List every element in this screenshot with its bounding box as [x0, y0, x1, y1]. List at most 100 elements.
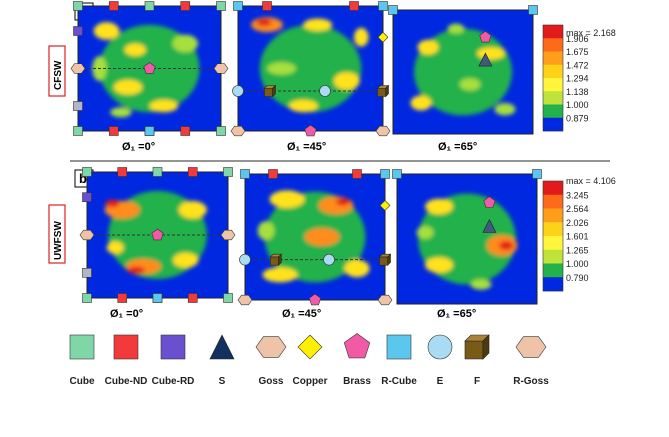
intensity-contour — [93, 22, 120, 40]
panel-letter: b — [79, 171, 87, 186]
scale-swatch — [543, 91, 563, 105]
scale-level-label: 1.138 — [566, 87, 589, 97]
odf-frame — [392, 9, 534, 135]
odf-section-2 — [230, 1, 391, 137]
intensity-contour — [494, 103, 516, 116]
intensity-contour — [477, 47, 505, 60]
odf-contours — [410, 23, 516, 116]
scale-swatch — [543, 277, 563, 292]
legend-label: Cube — [70, 376, 95, 387]
r-cube-marker — [378, 1, 388, 11]
cube-side — [387, 253, 391, 266]
copper-marker — [377, 31, 389, 43]
odf-section-3 — [392, 169, 542, 305]
intensity-contour — [149, 99, 179, 113]
goss-marker — [220, 229, 236, 241]
cube-marker — [82, 167, 92, 177]
scale-level-label: 1.675 — [566, 47, 589, 57]
brass-marker — [304, 124, 317, 137]
legend-label: Cube-ND — [105, 376, 148, 387]
s-marker — [478, 52, 493, 67]
scale-level-label: 2.026 — [566, 218, 589, 228]
intensity-contour — [256, 18, 272, 26]
angle-label: Ø₁ =45° — [282, 308, 321, 320]
intensity-contour — [303, 18, 333, 31]
intensity-contour — [124, 43, 146, 56]
scale-frame — [542, 180, 564, 292]
intensity-contour — [105, 199, 120, 208]
e-marker — [239, 253, 251, 266]
scale-swatch — [543, 194, 563, 209]
scale-level-label: 1.294 — [566, 74, 589, 84]
intensity-contour — [410, 95, 432, 111]
side-label-box — [48, 45, 66, 97]
intensity-contour — [113, 79, 143, 95]
scale-level-label: 1.000 — [566, 100, 589, 110]
cube-front — [377, 87, 387, 97]
scale-max-label: max = 2.168 — [566, 28, 616, 38]
e-marker — [232, 85, 244, 97]
scale-swatch — [543, 104, 563, 119]
scale-level-label: 1.000 — [566, 259, 589, 269]
angle-label: Ø₁ =45° — [287, 141, 326, 153]
s-triangle-icon — [209, 334, 235, 360]
angle-label: Ø₁ =65° — [437, 308, 476, 320]
f-marker — [263, 84, 277, 98]
brass-marker — [151, 228, 164, 241]
cube-marker — [152, 167, 163, 177]
scale-level-label: 1.472 — [566, 60, 589, 70]
intensity-contour — [257, 221, 275, 241]
r-cube-marker — [388, 5, 398, 15]
r-goss-marker — [377, 294, 393, 306]
legend-label: S — [219, 376, 226, 387]
scale-level-label: 3.245 — [566, 190, 589, 200]
intensity-scale: max = 4.106 3.245 2.564 2.026 1.601 1.265 1.00… — [542, 176, 616, 292]
angle-label: Ø₁ =0° — [122, 141, 155, 153]
cube-marker — [73, 1, 83, 11]
cube-rd-marker — [73, 101, 83, 111]
intensity-contour — [354, 27, 369, 47]
f-cube-icon — [464, 334, 490, 360]
cube-side — [278, 253, 282, 266]
panel-b: b UWFSW Ø₁ =0° Ø₁ =45° Ø₁ =65° max = 4.1… — [48, 167, 616, 320]
r-cube-marker — [144, 126, 155, 136]
cube-marker — [82, 293, 92, 303]
intensity-contour — [106, 241, 124, 254]
scale-max-label: max = 4.106 — [566, 176, 616, 186]
r-goss-hexagon-icon — [515, 336, 547, 358]
legend-label: Goss — [258, 376, 283, 387]
r-goss-marker — [230, 125, 246, 137]
cube-front — [464, 340, 484, 360]
intensity-contour — [416, 226, 434, 239]
r-cube-marker — [532, 169, 542, 179]
legend-label: E — [437, 376, 444, 387]
intensity-contour — [288, 99, 318, 113]
s-marker — [482, 218, 497, 233]
odf-section-3 — [388, 5, 538, 135]
intensity-contour — [178, 200, 207, 219]
cube-nd-marker — [117, 167, 128, 177]
texture-legend: Cube Cube-ND Cube-RD S Goss Copper Brass R-Cube… — [70, 333, 549, 387]
cube-marker — [144, 1, 155, 11]
scale-swatch — [543, 249, 563, 264]
e-circle-icon — [427, 334, 453, 360]
cube-nd-marker — [187, 167, 198, 177]
scale-level-label: 2.564 — [566, 204, 589, 214]
r-cube-marker — [152, 293, 163, 303]
cube-rd-marker — [82, 267, 92, 278]
intensity-contour — [459, 78, 481, 91]
scale-swatch — [543, 64, 563, 79]
cube-marker — [216, 1, 226, 11]
legend-label: Cube-RD — [152, 376, 195, 387]
r-cube-marker — [528, 5, 538, 15]
intensity-contour — [470, 279, 492, 290]
intensity-contour — [336, 197, 350, 206]
intensity-contour — [269, 190, 305, 209]
angle-label: Ø₁ =65° — [438, 141, 477, 153]
goss-marker — [213, 63, 229, 74]
intensity-contour — [173, 252, 199, 268]
scale-swatch — [543, 236, 563, 251]
legend-label: Brass — [343, 376, 371, 387]
scale-swatch — [543, 208, 563, 223]
